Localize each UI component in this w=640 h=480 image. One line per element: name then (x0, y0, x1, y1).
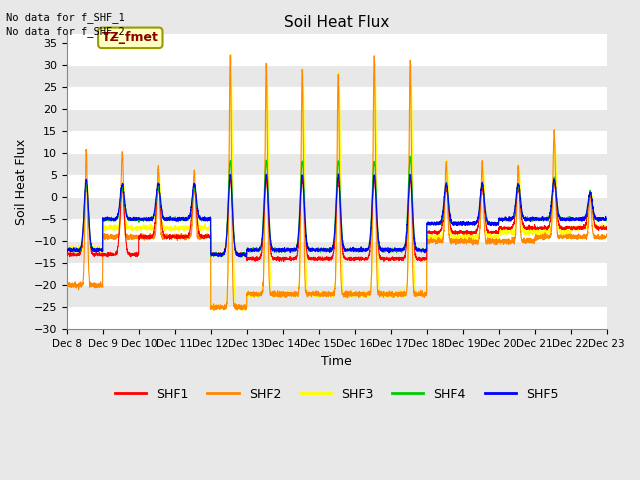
Bar (67, 197, 607, 219)
Text: TZ_fmet: TZ_fmet (102, 31, 159, 44)
Bar (67, 65, 607, 87)
Bar (67, 109, 607, 131)
Y-axis label: Soil Heat Flux: Soil Heat Flux (15, 139, 28, 225)
X-axis label: Time: Time (321, 355, 352, 368)
Text: No data for f_SHF_1: No data for f_SHF_1 (6, 12, 125, 23)
Bar (67, 285, 607, 307)
Bar (67, 153, 607, 175)
Bar (67, 241, 607, 263)
Title: Soil Heat Flux: Soil Heat Flux (284, 15, 389, 30)
Legend: SHF1, SHF2, SHF3, SHF4, SHF5: SHF1, SHF2, SHF3, SHF4, SHF5 (110, 383, 563, 406)
Text: No data for f_SHF_2: No data for f_SHF_2 (6, 26, 125, 37)
